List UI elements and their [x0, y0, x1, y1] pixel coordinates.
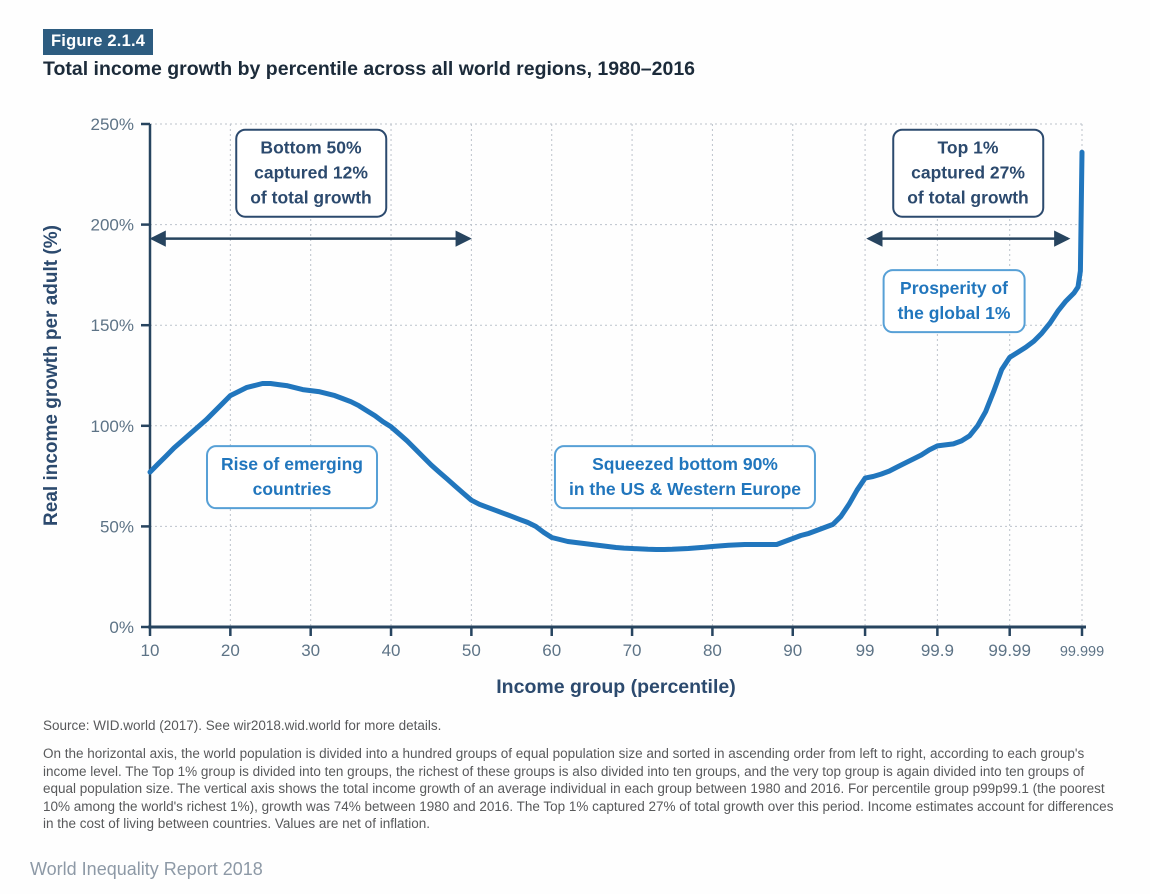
y-tick-label: 100% — [91, 417, 134, 436]
x-axis-title: Income group (percentile) — [496, 676, 735, 698]
y-axis-title: Real income growth per adult (%) — [41, 225, 62, 526]
annotation-rise-emerging-countries: Rise of emerging countries — [206, 445, 378, 509]
x-tick-label: 10 — [141, 641, 160, 660]
report-footer: World Inequality Report 2018 — [30, 859, 263, 879]
y-tick-label: 50% — [100, 517, 134, 536]
y-tick-label: 150% — [91, 316, 134, 335]
x-tick-label: 99.9 — [921, 641, 954, 660]
x-tick-label: 50 — [462, 641, 481, 660]
x-tick-label: 70 — [623, 641, 642, 660]
annotation-prosperity-global-1: Prosperity of the global 1% — [882, 269, 1026, 333]
y-tick-label: 200% — [91, 216, 134, 235]
annotation-squeezed-bottom-90: Squeezed bottom 90% in the US & Western … — [553, 445, 817, 509]
figure-title: Total income growth by percentile across… — [43, 58, 696, 80]
y-tick-label: 0% — [109, 618, 134, 637]
x-tick-label: 80 — [703, 641, 722, 660]
x-tick-label: 90 — [783, 641, 802, 660]
annotation-top-1-captured: Top 1% captured 27% of total growth — [892, 128, 1044, 218]
x-tick-label: 40 — [382, 641, 401, 660]
source-line: Source: WID.world (2017). See wir2018.wi… — [43, 718, 442, 733]
x-tick-label: 99.999 — [1060, 644, 1104, 660]
x-tick-label: 60 — [542, 641, 561, 660]
y-tick-label: 250% — [91, 115, 134, 134]
annotation-bottom-50-captured: Bottom 50% captured 12% of total growth — [235, 128, 387, 218]
x-tick-label: 99 — [856, 641, 875, 660]
figure-number-badge: Figure 2.1.4 — [43, 29, 154, 55]
x-tick-label: 99.99 — [988, 641, 1031, 660]
methodology-note: On the horizontal axis, the world popula… — [43, 746, 1114, 832]
line-chart: 0% 50% 100% 150% 200% 250% 10 20 30 40 50 60 70 80 90 9… — [41, 115, 1104, 698]
x-tick-label: 20 — [221, 641, 240, 660]
x-tick-label: 30 — [301, 641, 320, 660]
income-growth-curve — [147, 149, 1085, 552]
